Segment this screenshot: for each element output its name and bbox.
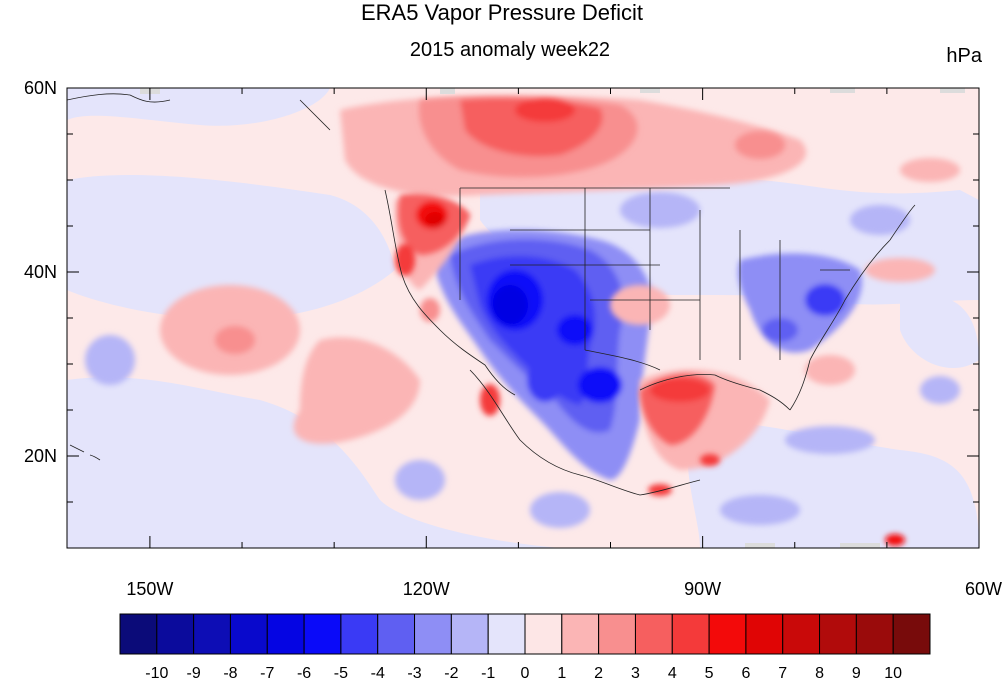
coastlines-and-borders [67,93,916,496]
colorbar-swatch [266,613,305,655]
colorbar-tick-label: 5 [705,665,714,681]
colorbar-tick-label: -2 [444,665,458,681]
colorbar-tick-label: 9 [852,665,861,681]
colorbar-tick-label: -9 [187,665,201,681]
colorbar-tick-label: -8 [223,665,237,681]
lon-label: 120W [403,579,450,599]
colorbar-swatch [892,613,931,655]
map-subtitle: 2015 anomaly week22 [409,39,611,61]
colorbar-tick-label: -7 [260,665,274,681]
colorbar-tick-label: 7 [778,665,787,681]
colorbar-swatch [598,613,636,655]
anomaly-negative-strong [430,229,653,480]
colorbar-swatch [487,613,526,655]
colorbar-swatch [303,613,342,655]
units-label: hPa [946,45,982,67]
colorbar-tick-label: 10 [884,665,902,681]
colorbar-tick-label: -1 [481,665,495,681]
colorbar-swatch [819,613,857,655]
colorbar-swatch [634,613,673,655]
colorbar-swatch [193,613,231,655]
colorbar-tick-label: 0 [521,665,530,681]
colorbar-tick-label: 8 [815,665,824,681]
lat-label: 20N [24,446,57,466]
colorbar-tick-label: 2 [594,665,603,681]
colorbar [119,613,931,655]
colorbar-tick-label: 4 [668,665,677,681]
lon-label: 150W [126,579,173,599]
colorbar-swatch [524,613,563,655]
colorbar-tick-label: -10 [145,665,168,681]
colorbar-swatch [782,613,821,655]
lat-label: 40N [24,262,57,282]
colorbar-swatch [340,613,379,655]
colorbar-swatch [855,613,894,655]
colorbar-tick-label: 6 [741,665,750,681]
colorbar-swatch [414,613,452,655]
colorbar-tick-label: -4 [371,665,385,681]
colorbar-swatch [708,613,747,655]
colorbar-tick-label: 3 [631,665,640,681]
colorbar-tick-label: -3 [407,665,421,681]
colorbar-swatch [377,613,416,655]
colorbar-swatch [745,613,784,655]
axis-ticks [67,87,980,549]
lon-label: 60W [965,579,1002,599]
anomaly-negative-medium [85,192,960,528]
map-title: ERA5 Vapor Pressure Deficit [360,0,644,25]
map-plot-area [67,88,979,548]
colorbar-tick-label: -6 [297,665,311,681]
colorbar-swatch [561,613,600,655]
lat-label: 60N [24,78,57,98]
colorbar-labels: -10 -9 -8 -7 -6 -5 -4 -3 -2 -1 0 1 2 3 4 5 6 7 8 9 10 [145,665,902,681]
colorbar-swatch [119,613,158,655]
axis-labels: 60N 40N 20N 150W 120W 90W 60W [24,78,1002,599]
colorbar-tick-label: -5 [334,665,348,681]
colorbar-swatch [671,613,710,655]
colorbar-tick-label: 1 [557,665,566,681]
lon-label: 90W [684,579,721,599]
colorbar-swatch [450,613,489,655]
colorbar-swatch [156,613,195,655]
anomaly-positive-strong [215,96,905,546]
colorbar-swatch [229,613,268,655]
